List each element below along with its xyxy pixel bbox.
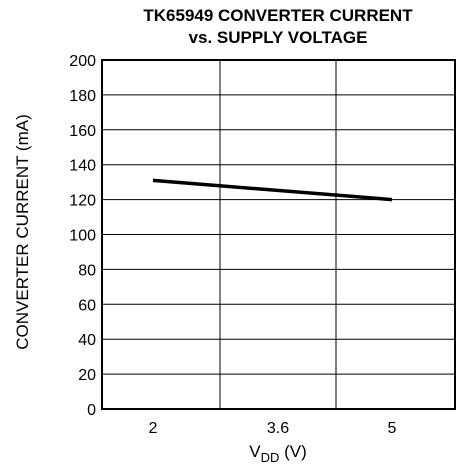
grid-lines xyxy=(102,60,455,409)
x-tick-label: 3.6 xyxy=(267,420,289,437)
y-tick-label: 20 xyxy=(78,367,96,384)
y-tick-label: 60 xyxy=(78,297,96,314)
x-axis-label-unit: (V) xyxy=(279,442,306,461)
x-axis-label: VDD (V) xyxy=(249,442,307,465)
y-tick-label: 140 xyxy=(69,158,96,175)
x-axis-label-main: V xyxy=(249,442,261,461)
chart-subtitle: vs. SUPPLY VOLTAGE xyxy=(189,28,368,47)
x-tick-label: 2 xyxy=(149,420,158,437)
y-tick-label: 160 xyxy=(69,123,96,140)
y-tick-label: 120 xyxy=(69,193,96,210)
tick-labels: 0 20 40 60 80 100 120 140 160 180 200 2 3.6 5 xyxy=(69,53,396,437)
y-tick-label: 200 xyxy=(69,53,96,70)
y-tick-label: 80 xyxy=(78,262,96,279)
y-tick-label: 100 xyxy=(69,228,96,245)
x-tick-label: 5 xyxy=(388,420,397,437)
y-tick-label: 40 xyxy=(78,332,96,349)
series-layer xyxy=(152,178,393,202)
chart-title: TK65949 CONVERTER CURRENT xyxy=(143,6,413,25)
y-axis-label: CONVERTER CURRENT (mA) xyxy=(13,114,32,350)
series-line xyxy=(152,178,393,202)
y-tick-label: 0 xyxy=(87,402,96,419)
x-axis-label-subscript: DD xyxy=(261,450,280,465)
plot-frame xyxy=(101,59,456,410)
y-tick-label: 180 xyxy=(69,88,96,105)
